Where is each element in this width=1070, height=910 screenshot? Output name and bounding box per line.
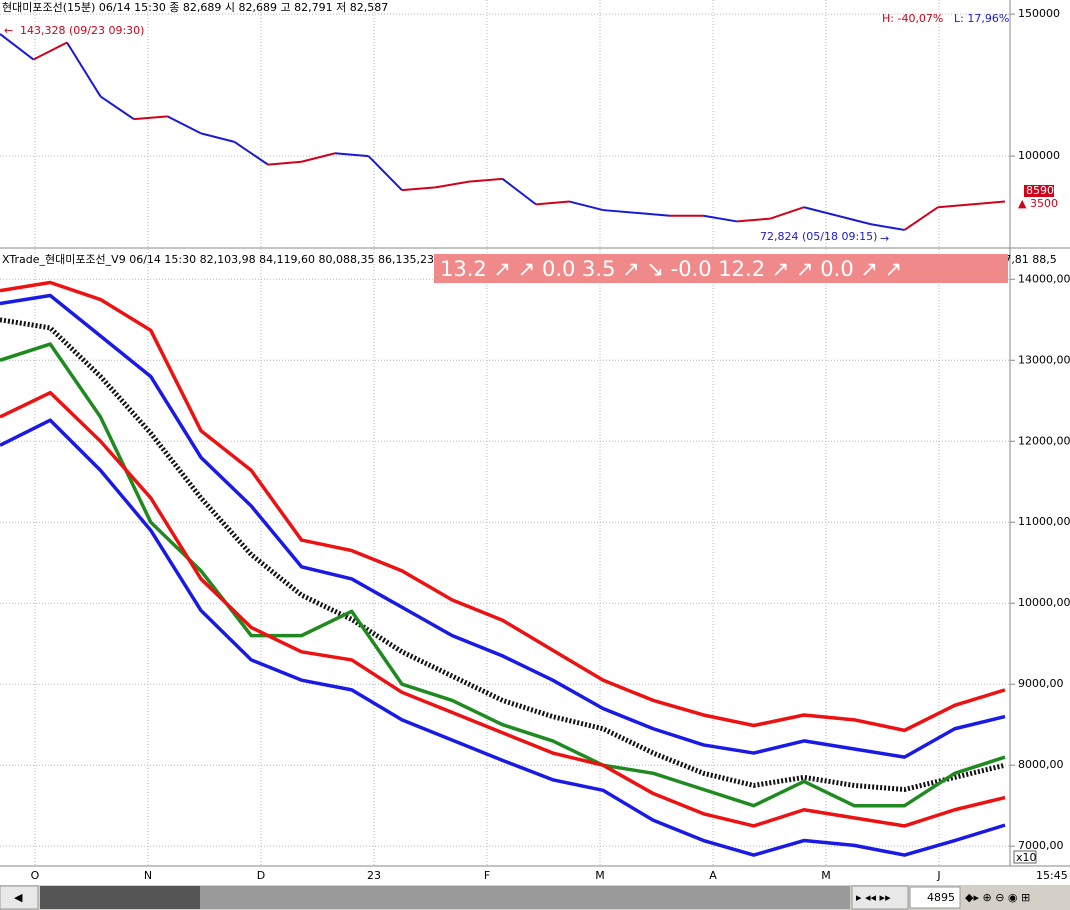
time: 15:45 [1036, 869, 1068, 882]
y-tick-label: 10000,00 [1018, 596, 1070, 609]
toolbar: ◀ ▸ ◂◂ ▸▸ 4895 ◆▸ ⊕ ⊖ ◉ ⊞ x10 15:45 [0, 850, 1070, 910]
y-tick-label: 9000,00 [1018, 677, 1064, 690]
price-segment [435, 180, 470, 189]
price-segment [33, 41, 68, 61]
price-segment [0, 33, 35, 61]
price-segment [301, 152, 336, 163]
signal-box [434, 254, 1008, 283]
nav-buttons[interactable] [851, 885, 909, 910]
band-line [0, 317, 1006, 792]
price-segment [66, 41, 102, 97]
x-tick-label: M [595, 869, 605, 882]
zoom: x10 [1016, 851, 1037, 864]
x-tick-label: D [257, 869, 265, 882]
y-tick-label: 100000 [1018, 149, 1060, 162]
band-line [0, 390, 1006, 828]
y-tick-label: 14000,00 [1018, 272, 1070, 285]
price-segment [837, 214, 872, 226]
low-annotation: 72,824 (05/18 09:15) [760, 230, 877, 243]
price-box-label: 85900 [1026, 184, 1061, 197]
high-annotation: 143,328 (09/23 09:30) [20, 24, 144, 37]
price-segment [167, 115, 202, 135]
x-tick-label: M [821, 869, 831, 882]
low-label: L: 17,96% [954, 12, 1009, 25]
y-tick-label: 7000,00 [1018, 839, 1064, 852]
price-segment [937, 203, 972, 209]
x-tick-label: N [144, 869, 152, 882]
price-segment [535, 200, 570, 206]
price-segment [133, 115, 168, 121]
price-segment [870, 223, 905, 231]
y-tick-label: 8000,00 [1018, 758, 1064, 771]
y-tick-label: 11000,00 [1018, 515, 1070, 528]
price-segment [770, 206, 805, 220]
x-tick-label: J [936, 869, 940, 882]
high-label: H: -40,07% [882, 12, 943, 25]
price-segment [602, 209, 637, 214]
scroll-thumb[interactable] [200, 886, 850, 909]
price-segment [99, 95, 135, 121]
band-line [0, 293, 1006, 759]
x-tick-label: O [31, 869, 40, 882]
price-segment [233, 141, 269, 166]
price-segment [367, 155, 403, 191]
arrow: ▲ [1018, 197, 1027, 210]
price-segment [803, 206, 838, 217]
price-segment [736, 217, 771, 223]
band-line [0, 418, 1006, 857]
arrow: ◀ [14, 891, 23, 904]
price-segment [971, 200, 1006, 206]
scroll-left[interactable] [0, 885, 39, 910]
price-segment [401, 186, 436, 192]
y-tick-label: 150000 [1018, 7, 1060, 20]
x-tick-label: 23 [367, 869, 381, 882]
count-box[interactable] [909, 886, 961, 909]
price-segment [569, 200, 604, 212]
top-title: 현대미포조선(15분) 06/14 15:30 종 82,689 시 82,68… [2, 1, 388, 14]
signal-text: 13.2 ↗ ↗ 0.0 3.5 ↗ ↘ -0.0 12.2 ↗ ↗ 0.0 ↗… [440, 257, 902, 281]
band-line [0, 342, 1006, 808]
band-line [0, 280, 1006, 733]
price-segment [703, 214, 738, 223]
price-segment [636, 211, 671, 217]
price-segment [267, 160, 302, 166]
x-tick-label: F [484, 869, 490, 882]
arrow: → [880, 232, 889, 245]
count: 4895 [927, 891, 955, 904]
y-tick-label: 12000,00 [1018, 434, 1070, 447]
price-box [1024, 185, 1054, 197]
zoom-icons[interactable]: ◆▸ ⊕ ⊖ ◉ ⊞ [965, 891, 1030, 904]
price-segment [334, 152, 369, 158]
price-segment [200, 132, 235, 143]
price-segment [501, 178, 537, 206]
x-tick-label: A [709, 869, 717, 882]
zoom-box[interactable] [1013, 850, 1037, 864]
nav-icons: ▸ ◂◂ ▸▸ [856, 891, 891, 904]
price-segment [903, 206, 939, 231]
price-segment [468, 177, 503, 183]
price-change: 3500 [1030, 197, 1058, 210]
arrow: ← [4, 24, 13, 37]
y-tick-label: 13000,00 [1018, 353, 1070, 366]
